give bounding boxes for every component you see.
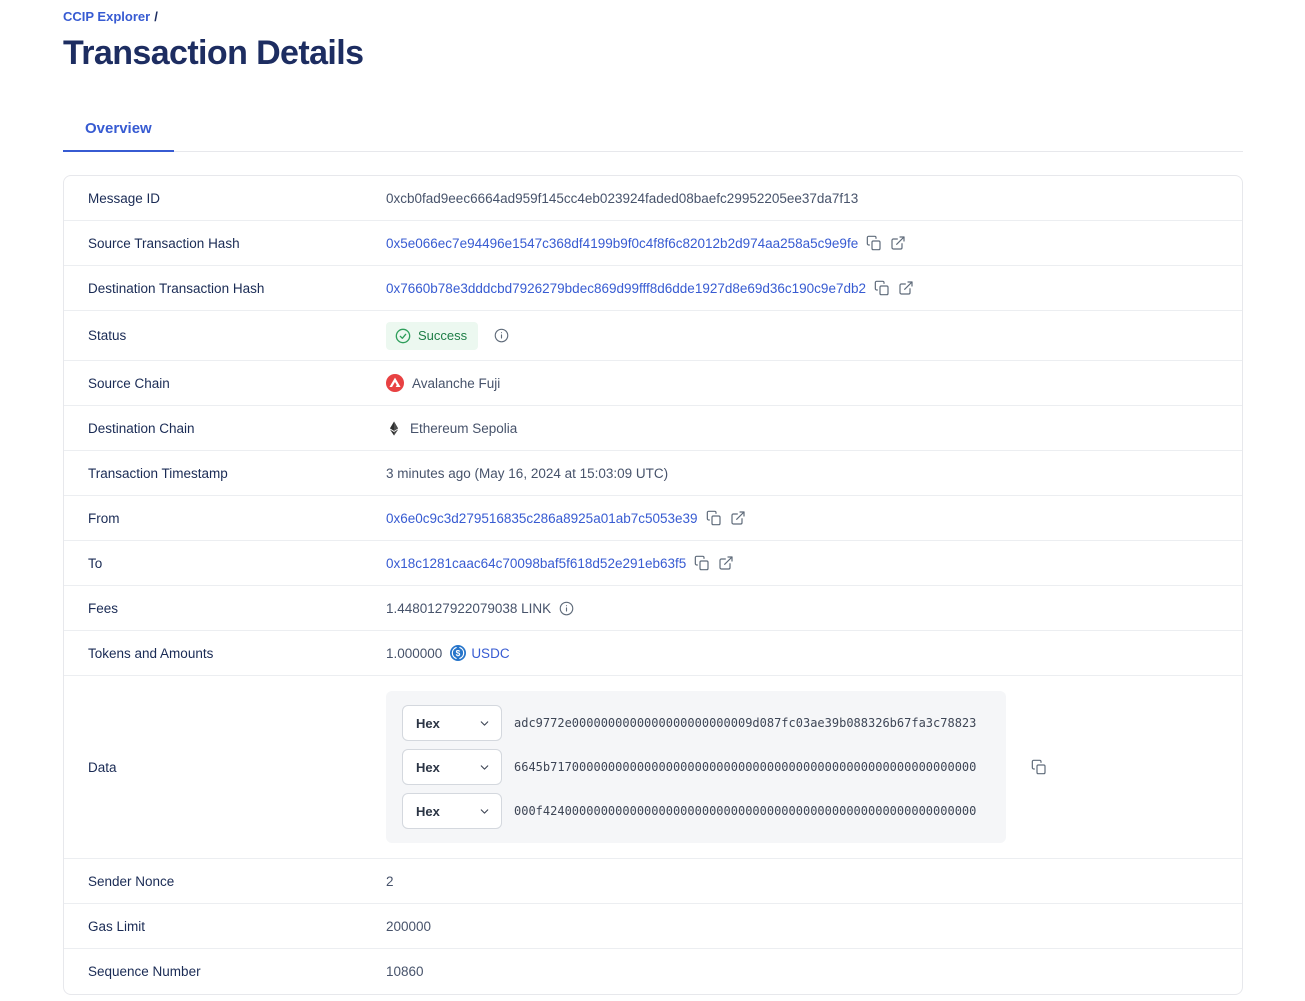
data-label: Data bbox=[88, 759, 117, 775]
row-sender-nonce: Sender Nonce 2 bbox=[64, 859, 1242, 904]
row-data: Data Hex adc9772e00000000000000000000000… bbox=[64, 676, 1242, 859]
data-format-select[interactable]: Hex bbox=[402, 705, 502, 741]
row-source-tx-hash: Source Transaction Hash 0x5e066ec7e94496… bbox=[64, 221, 1242, 266]
data-format-select[interactable]: Hex bbox=[402, 793, 502, 829]
data-format-value: Hex bbox=[416, 759, 440, 775]
row-fees: Fees 1.4480127922079038 LINK bbox=[64, 586, 1242, 631]
to-address-link[interactable]: 0x18c1281caac64c70098baf5f618d52e291eb63… bbox=[386, 555, 687, 571]
external-link-icon[interactable] bbox=[730, 510, 746, 526]
source-chain-label: Source Chain bbox=[88, 375, 170, 391]
sequence-number-value: 10860 bbox=[386, 964, 424, 979]
row-source-chain: Source Chain Avalanche Fuji bbox=[64, 361, 1242, 406]
copy-icon[interactable] bbox=[874, 280, 890, 296]
chevron-down-icon bbox=[478, 761, 491, 774]
row-sequence-number: Sequence Number 10860 bbox=[64, 949, 1242, 994]
chevron-down-icon bbox=[478, 717, 491, 730]
details-card: Message ID 0xcb0fad9eec6664ad959f145cc4e… bbox=[63, 175, 1243, 995]
breadcrumb-separator: / bbox=[154, 9, 158, 24]
row-dest-tx-hash: Destination Transaction Hash 0x7660b78e3… bbox=[64, 266, 1242, 311]
row-status: Status Success bbox=[64, 311, 1242, 361]
dest-tx-hash-label: Destination Transaction Hash bbox=[88, 280, 265, 296]
tokens-amounts-label: Tokens and Amounts bbox=[88, 645, 214, 661]
external-link-icon[interactable] bbox=[898, 280, 914, 296]
copy-icon[interactable] bbox=[1031, 759, 1047, 775]
row-to: To 0x18c1281caac64c70098baf5f618d52e291e… bbox=[64, 541, 1242, 586]
avalanche-logo-icon bbox=[386, 374, 404, 392]
data-line: Hex adc9772e0000000000000000000000009d08… bbox=[402, 705, 990, 741]
gas-limit-label: Gas Limit bbox=[88, 918, 146, 934]
copy-icon[interactable] bbox=[706, 510, 722, 526]
dest-chain-value: Ethereum Sepolia bbox=[410, 420, 518, 436]
sender-nonce-label: Sender Nonce bbox=[88, 873, 175, 889]
usdc-logo-icon: $ bbox=[450, 645, 467, 661]
from-address-link[interactable]: 0x6e0c9c3d279516835c286a8925a01ab7c5053e… bbox=[386, 510, 698, 526]
row-gas-limit: Gas Limit 200000 bbox=[64, 904, 1242, 949]
info-icon[interactable] bbox=[559, 601, 574, 616]
message-id-value: 0xcb0fad9eec6664ad959f145cc4eb023924fade… bbox=[386, 190, 859, 206]
data-hex-line: adc9772e0000000000000000000000009d087fc0… bbox=[514, 716, 977, 730]
check-circle-icon bbox=[395, 328, 411, 344]
dest-tx-hash-link[interactable]: 0x7660b78e3dddcbd7926279bdec869d99fff8d6… bbox=[386, 280, 866, 296]
data-format-value: Hex bbox=[416, 715, 440, 731]
ethereum-logo-icon bbox=[386, 420, 402, 437]
source-chain-value: Avalanche Fuji bbox=[412, 375, 501, 391]
breadcrumb: CCIP Explorer / bbox=[63, 9, 1243, 25]
dest-chain-label: Destination Chain bbox=[88, 420, 195, 436]
to-label: To bbox=[88, 555, 103, 571]
data-line: Hex 000f42400000000000000000000000000000… bbox=[402, 793, 990, 829]
row-timestamp: Transaction Timestamp 3 minutes ago (May… bbox=[64, 451, 1242, 496]
data-hex-line: 000f424000000000000000000000000000000000… bbox=[514, 804, 977, 818]
breadcrumb-link-ccip-explorer[interactable]: CCIP Explorer bbox=[63, 9, 151, 24]
chevron-down-icon bbox=[478, 805, 491, 818]
copy-icon[interactable] bbox=[866, 235, 882, 251]
sequence-number-label: Sequence Number bbox=[88, 964, 201, 979]
row-message-id: Message ID 0xcb0fad9eec6664ad959f145cc4e… bbox=[64, 176, 1242, 221]
external-link-icon[interactable] bbox=[890, 235, 906, 251]
message-id-label: Message ID bbox=[88, 190, 161, 206]
data-hex-box: Hex adc9772e0000000000000000000000009d08… bbox=[386, 691, 1006, 843]
external-link-icon[interactable] bbox=[718, 555, 734, 571]
gas-limit-value: 200000 bbox=[386, 918, 432, 934]
row-tokens-amounts: Tokens and Amounts 1.000000 $ USDC bbox=[64, 631, 1242, 676]
token-amount-value: 1.000000 bbox=[386, 645, 443, 661]
token-symbol-link[interactable]: USDC bbox=[471, 645, 510, 661]
tab-bar: Overview bbox=[63, 110, 1243, 152]
status-badge-text: Success bbox=[418, 328, 468, 343]
page-title: Transaction Details bbox=[63, 34, 364, 72]
tab-overview[interactable]: Overview bbox=[63, 110, 174, 152]
fees-label: Fees bbox=[88, 600, 119, 616]
status-label: Status bbox=[88, 328, 127, 343]
row-dest-chain: Destination Chain Ethereum Sepolia bbox=[64, 406, 1242, 451]
info-icon[interactable] bbox=[494, 328, 509, 343]
svg-text:$: $ bbox=[456, 648, 461, 658]
status-badge: Success bbox=[386, 321, 479, 350]
fees-value: 1.4480127922079038 LINK bbox=[386, 600, 552, 616]
row-from: From 0x6e0c9c3d279516835c286a8925a01ab7c… bbox=[64, 496, 1242, 541]
data-format-select[interactable]: Hex bbox=[402, 749, 502, 785]
data-format-value: Hex bbox=[416, 803, 440, 819]
source-tx-hash-link[interactable]: 0x5e066ec7e94496e1547c368df4199b9f0c4f8f… bbox=[386, 235, 859, 251]
source-tx-hash-label: Source Transaction Hash bbox=[88, 235, 240, 251]
data-line: Hex 6645b7170000000000000000000000000000… bbox=[402, 749, 990, 785]
from-label: From bbox=[88, 510, 120, 526]
data-hex-line: 6645b71700000000000000000000000000000000… bbox=[514, 760, 977, 774]
timestamp-value: 3 minutes ago (May 16, 2024 at 15:03:09 … bbox=[386, 465, 669, 481]
copy-icon[interactable] bbox=[694, 555, 710, 571]
timestamp-label: Transaction Timestamp bbox=[88, 465, 228, 481]
sender-nonce-value: 2 bbox=[386, 873, 394, 889]
